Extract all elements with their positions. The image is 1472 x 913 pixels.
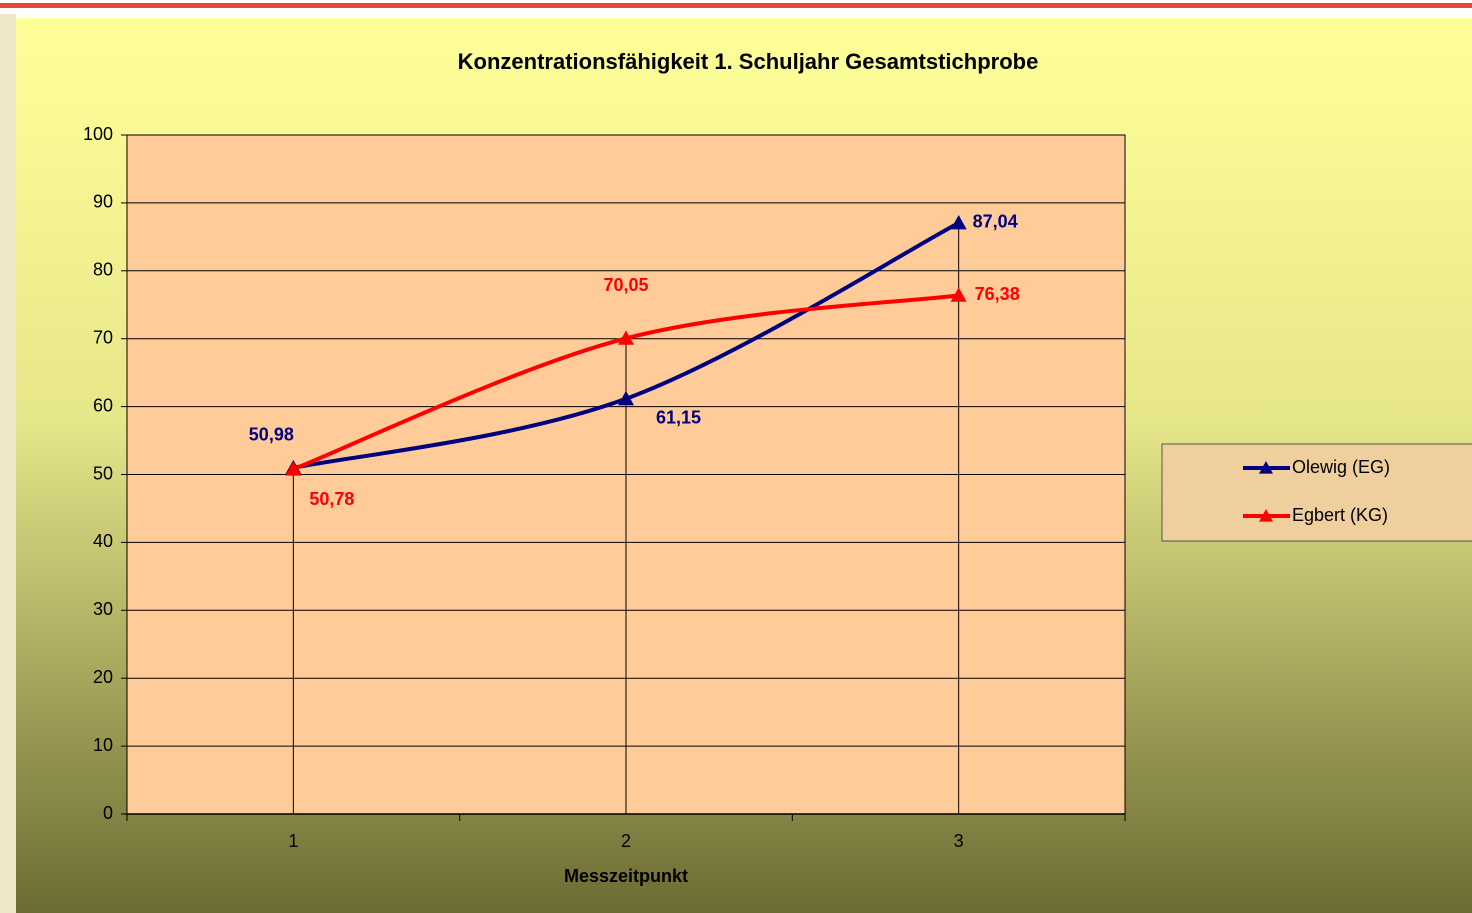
- y-tick-label: 20: [93, 667, 113, 687]
- data-label: 50,98: [249, 425, 294, 445]
- y-tick-label: 30: [93, 599, 113, 619]
- y-tick-label: 60: [93, 395, 113, 415]
- legend-marker: [1259, 509, 1273, 522]
- x-tick-label: 3: [954, 831, 964, 851]
- data-label: 87,04: [973, 212, 1018, 232]
- legend-box: [1161, 443, 1472, 542]
- y-tick-label: 10: [93, 735, 113, 755]
- data-label: 61,15: [656, 408, 701, 428]
- marker: [285, 461, 302, 476]
- legend-marker: [1259, 461, 1273, 474]
- marker: [618, 390, 634, 406]
- left-frame: [0, 14, 16, 913]
- marker: [950, 214, 967, 230]
- data-label: 50,78: [309, 489, 354, 509]
- x-tick-label: 2: [621, 831, 631, 851]
- data-label: 76,38: [975, 284, 1020, 304]
- y-tick-label: 0: [103, 803, 113, 823]
- chart-title: Konzentrationsfähigkeit 1. Schuljahr Ges…: [458, 49, 1039, 74]
- y-tick-label: 40: [93, 531, 113, 551]
- x-tick-label: 1: [288, 831, 298, 851]
- y-tick-label: 50: [93, 463, 113, 483]
- data-label: 70,05: [603, 275, 648, 295]
- legend-label: Egbert (KG): [1292, 505, 1388, 525]
- y-tick-label: 80: [93, 260, 113, 280]
- y-tick-label: 70: [93, 327, 113, 347]
- legend-label: Olewig (EG): [1292, 457, 1390, 477]
- y-tick-label: 100: [83, 124, 113, 144]
- x-axis-title: Messzeitpunkt: [564, 866, 688, 886]
- marker: [618, 330, 634, 345]
- marker: [950, 287, 967, 302]
- y-tick-label: 90: [93, 192, 113, 212]
- top-rule: [0, 3, 1472, 8]
